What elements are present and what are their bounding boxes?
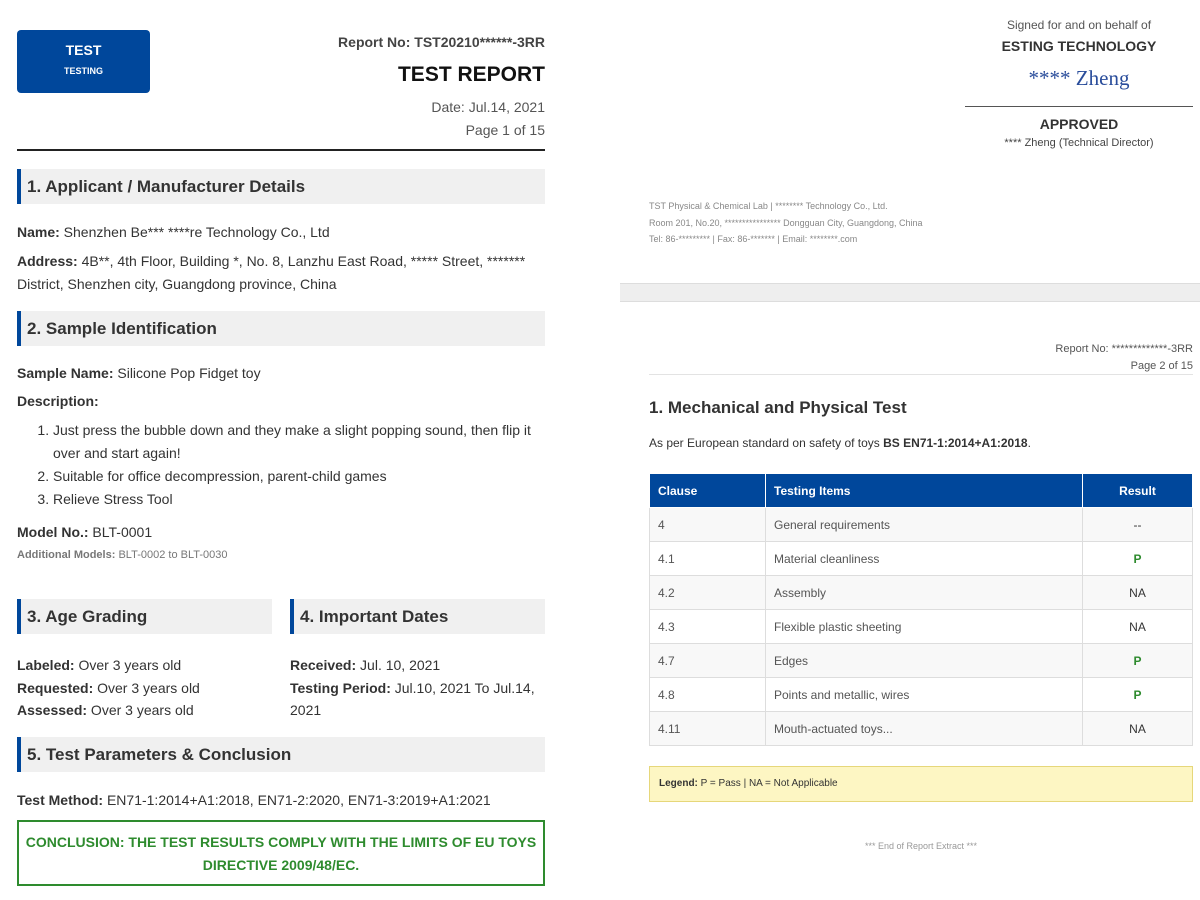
table-cell: 4.7 <box>649 643 766 678</box>
company-logo: TEST TESTING <box>17 30 150 93</box>
table-cell: Flexible plastic sheeting <box>765 609 1083 644</box>
important-dates: Received: Jul. 10, 2021 Testing Period: … <box>290 657 535 718</box>
signature: **** Zheng <box>1028 66 1130 90</box>
report-date: Date: Jul.14, 2021 <box>431 99 545 115</box>
list-item: Just press the bubble down and they make… <box>53 419 543 465</box>
table-cell: 4 <box>649 507 766 542</box>
signature-block: Signed for and on behalf of ESTING TECHN… <box>965 18 1193 149</box>
end-note: *** End of Report Extract *** <box>864 841 978 851</box>
model-number: Model No.: BLT-0001 <box>17 524 153 540</box>
section-heading: 1. Applicant / Manufacturer Details <box>17 169 545 204</box>
page-separator <box>620 283 1200 302</box>
section-title: 1. Mechanical and Physical Test <box>649 398 907 417</box>
table-cell: NA <box>1082 711 1193 746</box>
page-number: Page 1 of 15 <box>465 122 545 138</box>
applicant-name: Name: Shenzhen Be*** ****re Technology C… <box>17 224 330 240</box>
table-cell: 4.1 <box>649 541 766 576</box>
table-row: 4.1 Material cleanliness P <box>649 541 1193 576</box>
description-label: Description: <box>17 393 99 409</box>
table-cell: P <box>1082 677 1193 712</box>
lab-footer: TST Physical & Chemical Lab | ******** T… <box>649 201 923 244</box>
table-cell: Mouth-actuated toys... <box>765 711 1083 746</box>
conclusion-box: CONCLUSION: THE TEST RESULTS COMPLY WITH… <box>17 820 545 886</box>
page2-header: Report No: *************-3RR Page 2 of 1… <box>1055 343 1193 372</box>
table-cell: -- <box>1082 507 1193 542</box>
table-cell: P <box>1082 541 1193 576</box>
section-heading: 2. Sample Identification <box>17 311 545 346</box>
table-cell: Points and metallic, wires <box>765 677 1083 712</box>
table-row: 4.3 Flexible plastic sheeting NA <box>649 609 1193 644</box>
table-cell: NA <box>1082 575 1193 610</box>
table-cell: NA <box>1082 609 1193 644</box>
table-row: 4.7 Edges P <box>649 643 1193 678</box>
section-heading: 5. Test Parameters & Conclusion <box>17 737 545 772</box>
table-cell: Edges <box>765 643 1083 678</box>
divider <box>649 374 1193 375</box>
section-heading: 4. Important Dates <box>290 599 545 634</box>
table-cell: P <box>1082 643 1193 678</box>
legend-box: Legend: P = Pass | NA = Not Applicable <box>649 766 1193 802</box>
report-number: Report No: TST20210******-3RR <box>338 34 545 50</box>
table-cell: 4.8 <box>649 677 766 712</box>
additional-models: Additional Models: BLT-0002 to BLT-0030 <box>17 549 228 561</box>
applicant-address: Address: 4B**, 4th Floor, Building *, No… <box>17 253 526 292</box>
table-cell: General requirements <box>765 507 1083 542</box>
divider <box>17 149 545 151</box>
sample-name: Sample Name: Silicone Pop Fidget toy <box>17 365 261 381</box>
table-row: 4.11 Mouth-actuated toys... NA <box>649 711 1193 746</box>
table-cell: 4.2 <box>649 575 766 610</box>
table-row: 4 General requirements -- <box>649 507 1193 542</box>
intro-text: As per European standard on safety of to… <box>649 436 1031 450</box>
table-cell: 4.11 <box>649 711 766 746</box>
table-row: 4.8 Points and metallic, wires P <box>649 677 1193 712</box>
section-heading: 3. Age Grading <box>17 599 272 634</box>
report-title: TEST REPORT <box>397 63 545 86</box>
table-cell: 4.3 <box>649 609 766 644</box>
test-method: Test Method: EN71-1:2014+A1:2018, EN71-2… <box>17 792 491 808</box>
table-row: 4.2 Assembly NA <box>649 575 1193 610</box>
table-cell: Assembly <box>765 575 1083 610</box>
description-list: Just press the bubble down and they make… <box>53 419 543 511</box>
age-grading: Labeled: Over 3 years old Requested: Ove… <box>17 657 200 718</box>
results-table: Clause Testing Items Result 4 General requi… <box>649 473 1193 746</box>
list-item: Suitable for office decompression, paren… <box>53 465 543 488</box>
table-cell: Material cleanliness <box>765 541 1083 576</box>
list-item: Relieve Stress Tool <box>53 488 543 511</box>
